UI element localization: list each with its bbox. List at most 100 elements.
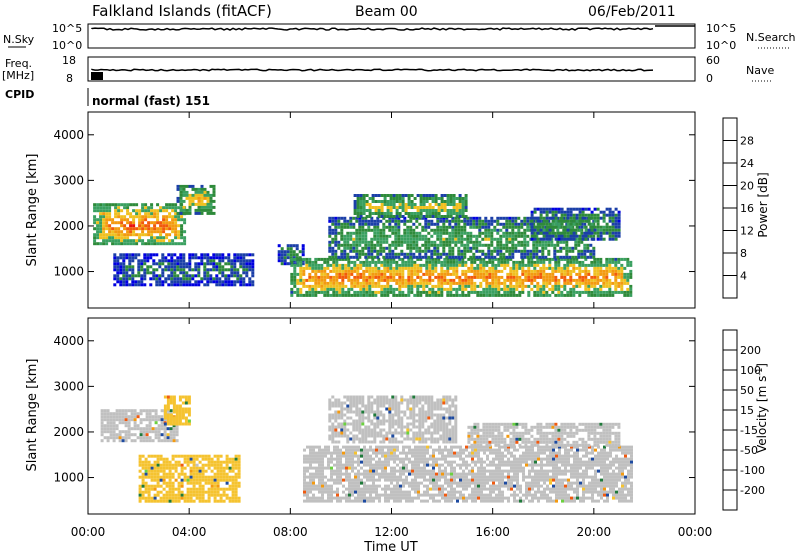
data-cell	[505, 232, 508, 235]
data-cell	[339, 467, 342, 470]
data-cell	[373, 232, 376, 235]
data-cell	[385, 238, 388, 241]
data-cell	[380, 261, 383, 264]
data-cell	[444, 200, 447, 203]
data-cell	[442, 223, 445, 226]
data-cell	[232, 488, 235, 491]
data-cell	[399, 215, 402, 218]
data-cell	[137, 424, 140, 427]
data-cell	[459, 209, 462, 212]
data-cell	[363, 494, 366, 497]
data-cell	[575, 291, 578, 294]
data-cell	[287, 244, 290, 247]
data-cell	[367, 241, 370, 244]
data-cell	[151, 497, 154, 500]
data-cell	[138, 209, 141, 212]
data-cell	[182, 411, 185, 414]
data-cell	[236, 253, 239, 256]
data-cell	[242, 268, 245, 271]
colorbar-tick-label: 24	[740, 157, 754, 170]
data-cell	[379, 241, 382, 244]
data-cell	[328, 244, 331, 247]
data-cell	[323, 282, 326, 285]
data-cell	[387, 494, 390, 497]
data-cell	[175, 455, 178, 458]
data-cell	[306, 497, 309, 500]
data-cell	[592, 250, 595, 253]
data-cell	[317, 264, 320, 267]
data-cell	[479, 285, 482, 288]
data-cell	[168, 206, 171, 209]
data-cell	[204, 206, 207, 209]
data-cell	[450, 209, 453, 212]
data-cell	[150, 212, 153, 215]
data-cell	[386, 270, 389, 273]
data-cell	[317, 291, 320, 294]
data-cell	[603, 217, 606, 220]
data-cell	[581, 270, 584, 273]
data-cell	[128, 415, 131, 418]
data-cell	[328, 235, 331, 238]
data-cell	[314, 294, 317, 297]
data-cell	[416, 267, 419, 270]
data-cell	[551, 291, 554, 294]
data-cell	[497, 276, 500, 279]
data-cell	[375, 455, 378, 458]
data-cell	[208, 482, 211, 485]
data-cell	[164, 268, 167, 271]
data-cell	[160, 491, 163, 494]
data-cell	[470, 291, 473, 294]
data-cell	[458, 264, 461, 267]
data-cell	[114, 236, 117, 239]
data-cell	[534, 217, 537, 220]
data-cell	[405, 479, 408, 482]
data-cell	[190, 476, 193, 479]
data-cell	[429, 473, 432, 476]
data-cell	[203, 283, 206, 286]
data-cell	[104, 418, 107, 421]
data-cell	[142, 491, 145, 494]
data-cell	[423, 494, 426, 497]
data-cell	[107, 409, 110, 412]
data-cell	[104, 430, 107, 433]
data-cell	[356, 264, 359, 267]
data-cell	[318, 497, 321, 500]
data-cell	[439, 229, 442, 232]
data-cell	[190, 500, 193, 503]
data-cell	[417, 488, 420, 491]
data-cell	[394, 241, 397, 244]
data-cell	[473, 273, 476, 276]
data-cell	[138, 233, 141, 236]
data-cell	[482, 276, 485, 279]
data-cell	[578, 273, 581, 276]
data-cell	[538, 244, 541, 247]
data-cell	[195, 203, 198, 206]
data-cell	[445, 229, 448, 232]
data-cell	[451, 241, 454, 244]
data-cell	[114, 233, 117, 236]
data-cell	[120, 230, 123, 233]
data-cell	[177, 212, 180, 215]
data-cell	[552, 214, 555, 217]
data-cell	[354, 200, 357, 203]
data-cell	[512, 261, 515, 264]
data-cell	[214, 497, 217, 500]
data-cell	[303, 479, 306, 482]
data-cell	[387, 473, 390, 476]
data-cell	[114, 227, 117, 230]
data-cell	[165, 227, 168, 230]
data-cell	[409, 247, 412, 250]
data-cell	[320, 285, 323, 288]
data-cell	[629, 276, 632, 279]
data-cell	[384, 458, 387, 461]
data-cell	[312, 485, 315, 488]
data-cell	[397, 253, 400, 256]
data-cell	[235, 488, 238, 491]
data-cell	[502, 217, 505, 220]
data-cell	[399, 458, 402, 461]
data-cell	[405, 458, 408, 461]
data-cell	[505, 247, 508, 250]
data-cell	[153, 227, 156, 230]
data-cell	[355, 244, 358, 247]
data-cell	[429, 455, 432, 458]
